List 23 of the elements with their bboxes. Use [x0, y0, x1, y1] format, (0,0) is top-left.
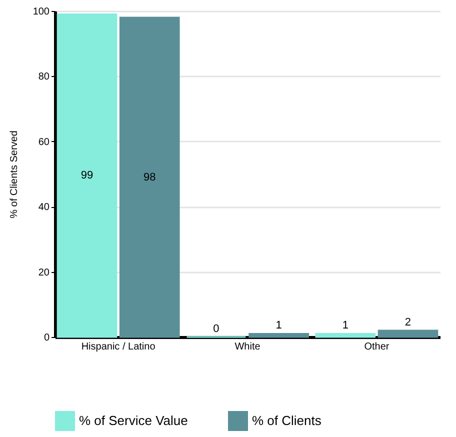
data-label: 1: [342, 320, 348, 332]
data-label: 1: [276, 320, 282, 332]
legend-label: % of Service Value: [79, 413, 188, 428]
data-label: 2: [404, 316, 412, 328]
bar: [378, 330, 438, 338]
y-tick-label: 100: [32, 6, 50, 18]
x-tick-label: Hispanic / Latino: [81, 342, 156, 352]
y-tick-label: 60: [38, 136, 50, 148]
data-label: 0: [213, 323, 220, 335]
y-tick-label: 0: [44, 332, 50, 344]
legend-label: % of Clients: [252, 413, 322, 428]
y-tick-label: 40: [38, 202, 50, 214]
y-axis-title: % of Clients Served: [8, 130, 20, 218]
bar: [56, 14, 118, 338]
y-tick-label: 80: [38, 72, 50, 83]
x-tick-label: Other: [364, 342, 390, 352]
bar: [248, 332, 309, 338]
bar: [315, 332, 376, 338]
data-label: 98: [143, 171, 156, 184]
data-label: 99: [80, 170, 94, 182]
x-tick-label: White: [234, 342, 261, 352]
y-tick-label: 20: [38, 267, 50, 278]
bar: [119, 16, 180, 338]
